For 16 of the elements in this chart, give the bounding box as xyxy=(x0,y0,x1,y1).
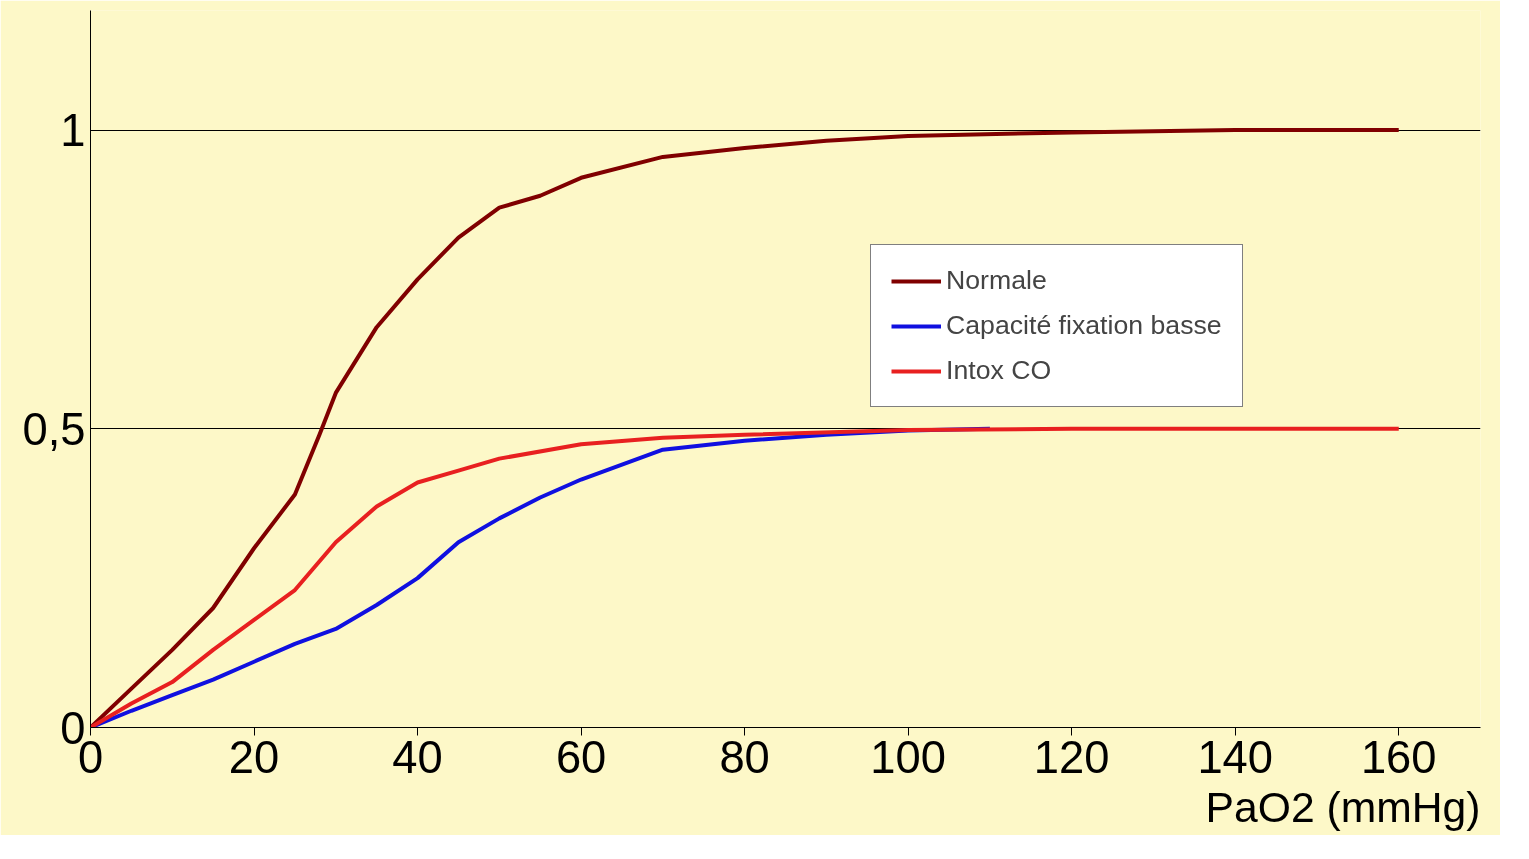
y-tick-label: 0,5 xyxy=(22,403,86,455)
x-tick-label: 60 xyxy=(555,731,607,783)
y-tick-label: 1 xyxy=(60,105,86,156)
legend-label: Intox CO xyxy=(946,355,1052,386)
x-tick-label: 120 xyxy=(1033,731,1110,783)
legend-label: Normale xyxy=(946,265,1047,296)
x-tick-label: 100 xyxy=(870,731,946,783)
x-tick-label: 160 xyxy=(1360,731,1437,783)
x-tick-label: 40 xyxy=(392,731,443,783)
x-tick-label: 20 xyxy=(228,731,280,783)
x-tick-label: 80 xyxy=(719,731,770,783)
x-tick-label: 140 xyxy=(1197,731,1274,783)
line-series xyxy=(90,128,1401,728)
line-series xyxy=(90,426,1401,728)
legend-label: Capacité fixation basse xyxy=(946,310,1222,341)
x-axis-title: PaO2 (mmHg) xyxy=(1205,782,1481,831)
